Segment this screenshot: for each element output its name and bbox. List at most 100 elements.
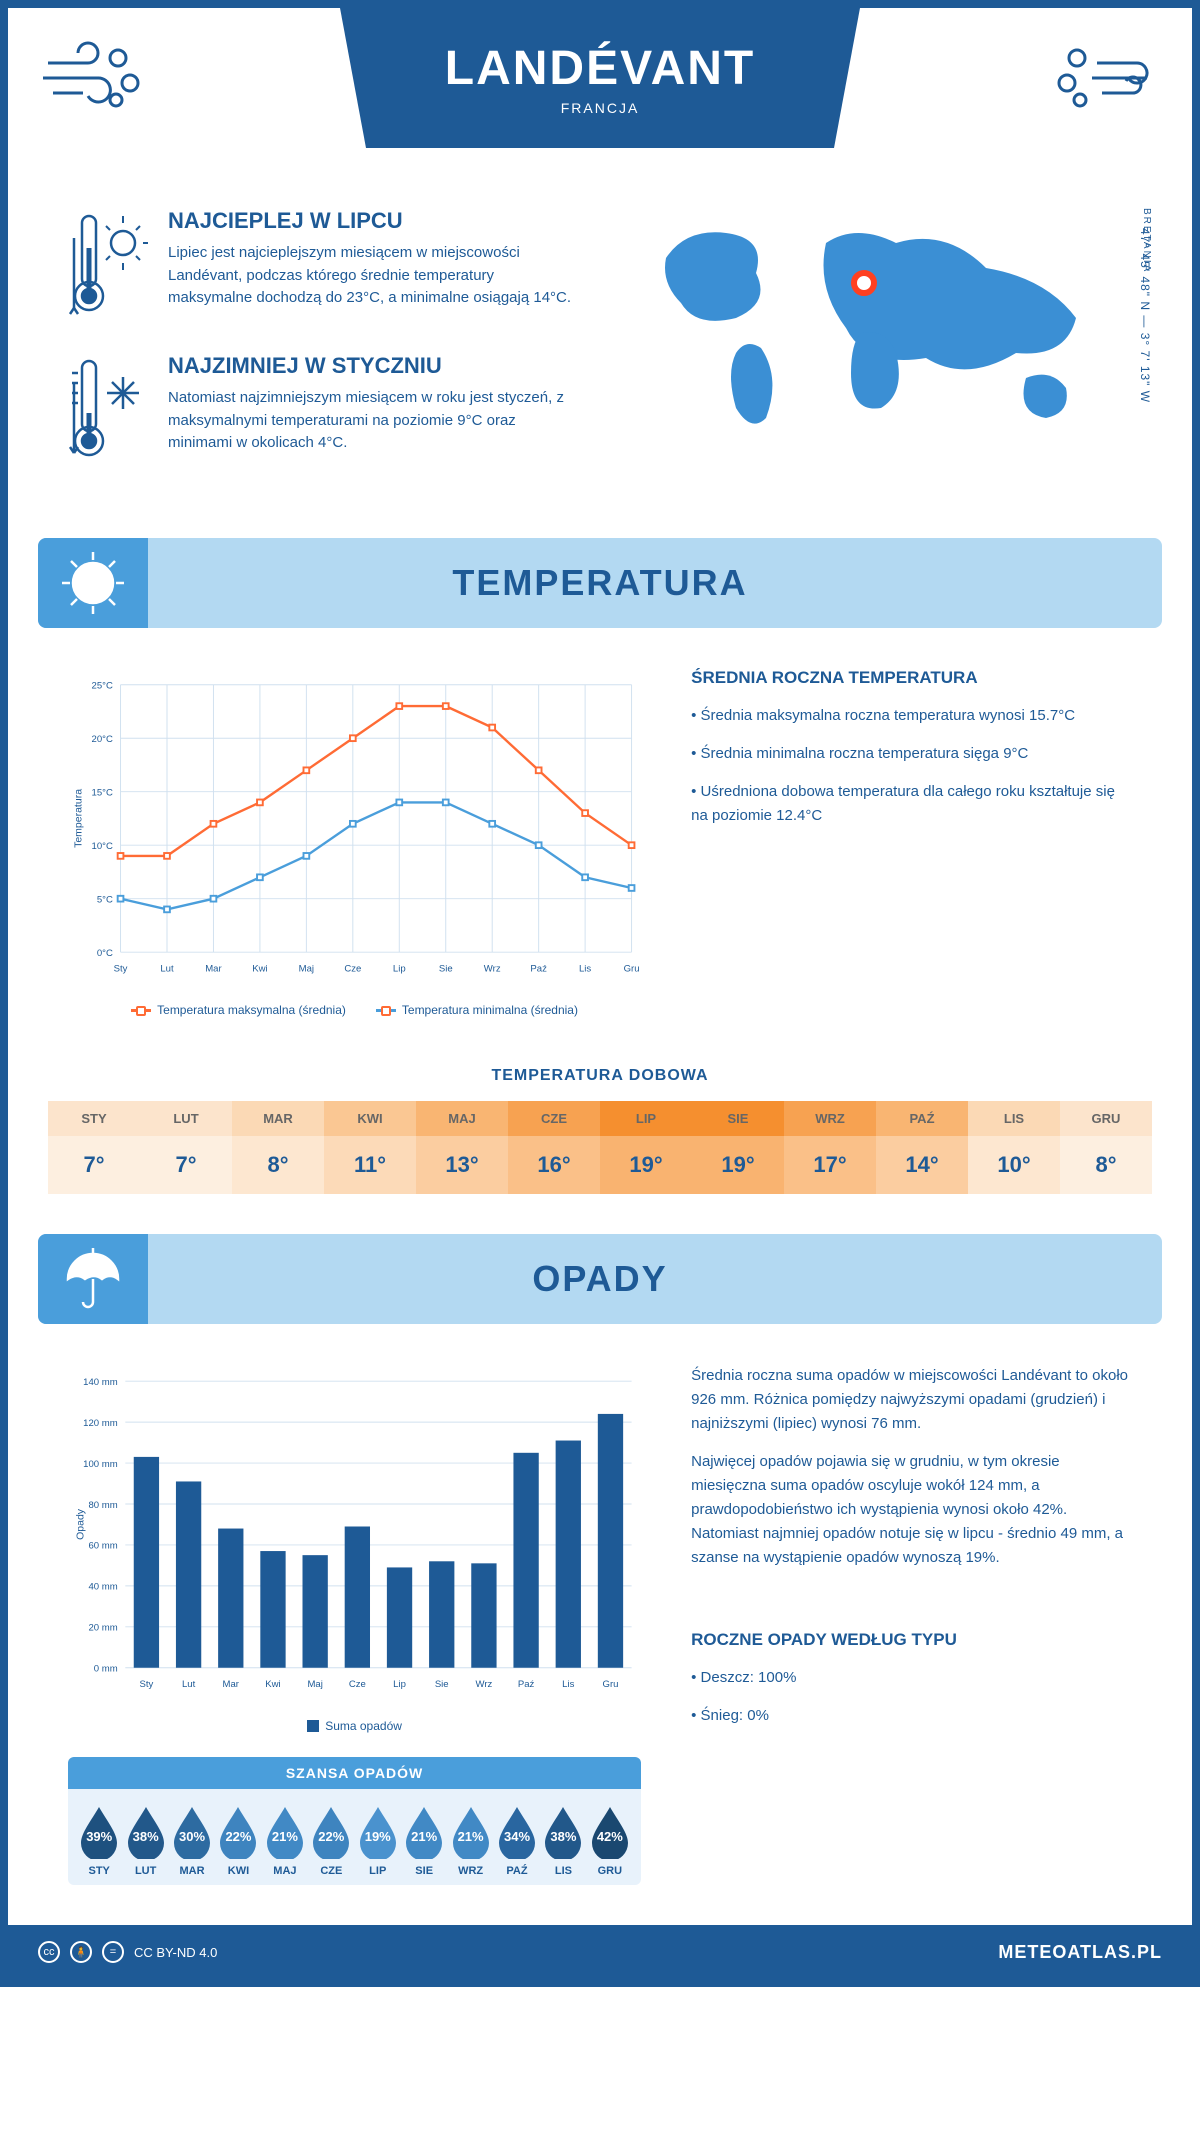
svg-text:Lut: Lut	[182, 1679, 196, 1690]
temp-cell: LUT7°	[140, 1101, 232, 1194]
rain-type-bullet: • Deszcz: 100%	[691, 1666, 1132, 1690]
nd-icon: =	[102, 1941, 124, 1963]
svg-text:Mar: Mar	[223, 1679, 240, 1690]
svg-text:Kwi: Kwi	[265, 1679, 280, 1690]
svg-text:Cze: Cze	[344, 963, 361, 974]
rain-type-title: ROCZNE OPADY WEDŁUG TYPU	[691, 1630, 1132, 1650]
temp-cell: WRZ17°	[784, 1101, 876, 1194]
svg-text:10°C: 10°C	[92, 841, 113, 852]
rain-drop: 39%STY	[76, 1805, 122, 1877]
world-map: BRETANIA 47° 45' 48" N — 3° 7' 13" W	[620, 208, 1132, 498]
wind-icon	[1052, 38, 1162, 123]
rain-text: Średnia roczna suma opadów w miejscowośc…	[691, 1364, 1132, 1436]
thermometer-sun-icon	[68, 208, 148, 323]
rain-drop: 22%CZE	[308, 1805, 354, 1877]
temp-cell: GRU8°	[1060, 1101, 1152, 1194]
svg-text:Gru: Gru	[624, 963, 640, 974]
city-name: LANDÉVANT	[445, 41, 755, 96]
footer: cc 🧍 = CC BY-ND 4.0 METEOATLAS.PL	[8, 1925, 1192, 1979]
coordinates: 47° 45' 48" N — 3° 7' 13" W	[1138, 228, 1152, 403]
svg-text:20 mm: 20 mm	[88, 1623, 117, 1634]
country-name: FRANCJA	[561, 100, 640, 116]
rain-drop: 38%LUT	[122, 1805, 168, 1877]
svg-text:Sie: Sie	[439, 963, 453, 974]
svg-text:Sty: Sty	[114, 963, 128, 974]
svg-text:100 mm: 100 mm	[83, 1459, 118, 1470]
svg-text:Sie: Sie	[435, 1679, 449, 1690]
svg-text:Lis: Lis	[562, 1679, 574, 1690]
rain-text: Najwięcej opadów pojawia się w grudniu, …	[691, 1450, 1132, 1570]
svg-text:140 mm: 140 mm	[83, 1377, 118, 1388]
by-icon: 🧍	[70, 1941, 92, 1963]
svg-text:Wrz: Wrz	[476, 1679, 493, 1690]
svg-text:80 mm: 80 mm	[88, 1500, 117, 1511]
rain-chance-title: SZANSA OPADÓW	[68, 1757, 641, 1789]
page-container: LANDÉVANT FRANCJA	[0, 0, 1200, 1987]
temperature-line-chart: 0°C5°C10°C15°C20°C25°CStyLutMarKwiMajCze…	[68, 668, 641, 988]
rain-drop: 38%LIS	[540, 1805, 586, 1877]
svg-text:Opady: Opady	[74, 1508, 86, 1540]
rain-drop: 21%WRZ	[447, 1805, 493, 1877]
license-text: CC BY-ND 4.0	[134, 1945, 217, 1960]
svg-text:60 mm: 60 mm	[88, 1541, 117, 1552]
svg-text:Lip: Lip	[393, 963, 406, 974]
svg-text:40 mm: 40 mm	[88, 1582, 117, 1593]
svg-text:25°C: 25°C	[92, 681, 113, 692]
legend-min-label: Temperatura minimalna (średnia)	[402, 1003, 578, 1017]
legend-max-label: Temperatura maksymalna (średnia)	[157, 1003, 346, 1017]
svg-text:0 mm: 0 mm	[94, 1664, 118, 1675]
coldest-block: NAJZIMNIEJ W STYCZNIU Natomiast najzimni…	[68, 353, 580, 468]
wind-icon	[38, 38, 148, 123]
rain-drop: 19%LIP	[355, 1805, 401, 1877]
cc-icon: cc	[38, 1941, 60, 1963]
rain-bar-chart: 0 mm 20 mm 40 mm 60 mm 80 mm 100 mm 120 mm 140 …	[68, 1364, 641, 1704]
temp-cell: KWI11°	[324, 1101, 416, 1194]
svg-text:Temperatura: Temperatura	[72, 789, 84, 848]
svg-text:Lut: Lut	[160, 963, 174, 974]
annual-temp-title: ŚREDNIA ROCZNA TEMPERATURA	[691, 668, 1132, 688]
svg-text:15°C: 15°C	[92, 788, 113, 799]
svg-text:Sty: Sty	[140, 1679, 154, 1690]
rain-chance-block: SZANSA OPADÓW 39%STY38%LUT30%MAR22%KWI21…	[68, 1757, 641, 1885]
temp-cell: LIP19°	[600, 1101, 692, 1194]
temp-cell: PAŹ14°	[876, 1101, 968, 1194]
svg-text:0°C: 0°C	[97, 948, 113, 959]
rain-drop: 21%MAJ	[262, 1805, 308, 1877]
site-name: METEOATLAS.PL	[998, 1942, 1162, 1963]
daily-temp-table: STY7°LUT7°MAR8°KWI11°MAJ13°CZE16°LIP19°S…	[48, 1101, 1152, 1194]
temp-cell: LIS10°	[968, 1101, 1060, 1194]
svg-text:20°C: 20°C	[92, 734, 113, 745]
coldest-title: NAJZIMNIEJ W STYCZNIU	[168, 353, 580, 379]
temp-cell: SIE19°	[692, 1101, 784, 1194]
temp-cell: MAJ13°	[416, 1101, 508, 1194]
rain-title: OPADY	[532, 1258, 667, 1300]
svg-text:Lip: Lip	[393, 1679, 406, 1690]
svg-text:Paź: Paź	[518, 1679, 535, 1690]
rain-chart-row: 0 mm 20 mm 40 mm 60 mm 80 mm 100 mm 120 mm 140 …	[8, 1324, 1192, 1925]
temp-legend: .legend-swatch:nth-child(1)::after{borde…	[68, 1003, 641, 1017]
temperature-chart-row: 0°C5°C10°C15°C20°C25°CStyLutMarKwiMajCze…	[8, 628, 1192, 1057]
map-svg	[620, 208, 1132, 448]
sun-icon	[38, 538, 148, 628]
title-banner: LANDÉVANT FRANCJA	[340, 8, 860, 148]
annual-temp-bullet: • Średnia minimalna roczna temperatura s…	[691, 742, 1132, 766]
svg-text:120 mm: 120 mm	[83, 1418, 118, 1429]
thermometer-snow-icon	[68, 353, 148, 468]
temp-cell: MAR8°	[232, 1101, 324, 1194]
rain-drop: 30%MAR	[169, 1805, 215, 1877]
rain-legend-label: Suma opadów	[325, 1719, 402, 1733]
temperature-section-header: TEMPERATURA	[38, 538, 1162, 628]
coldest-text: Natomiast najzimniejszym miesiącem w rok…	[168, 387, 580, 455]
annual-temp-bullet: • Uśredniona dobowa temperatura dla całe…	[691, 780, 1132, 828]
svg-text:Maj: Maj	[299, 963, 314, 974]
svg-text:Cze: Cze	[349, 1679, 366, 1690]
svg-text:Gru: Gru	[603, 1679, 619, 1690]
svg-text:Paź: Paź	[530, 963, 547, 974]
warmest-block: NAJCIEPLEJ W LIPCU Lipiec jest najcieple…	[68, 208, 580, 323]
warmest-title: NAJCIEPLEJ W LIPCU	[168, 208, 580, 234]
rain-drop: 21%SIE	[401, 1805, 447, 1877]
svg-text:5°C: 5°C	[97, 895, 113, 906]
rain-type-bullet: • Śnieg: 0%	[691, 1704, 1132, 1728]
svg-text:Maj: Maj	[307, 1679, 322, 1690]
rain-section-header: OPADY	[38, 1234, 1162, 1324]
